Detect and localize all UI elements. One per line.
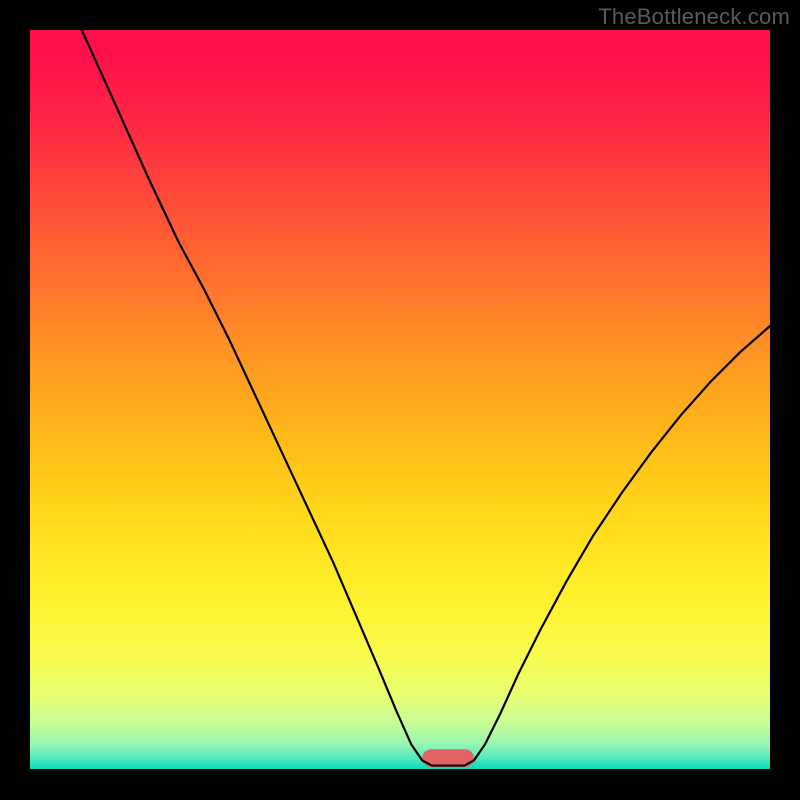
gradient-background (30, 30, 770, 770)
watermark-text: TheBottleneck.com (598, 4, 790, 30)
bottleneck-chart (30, 30, 770, 770)
